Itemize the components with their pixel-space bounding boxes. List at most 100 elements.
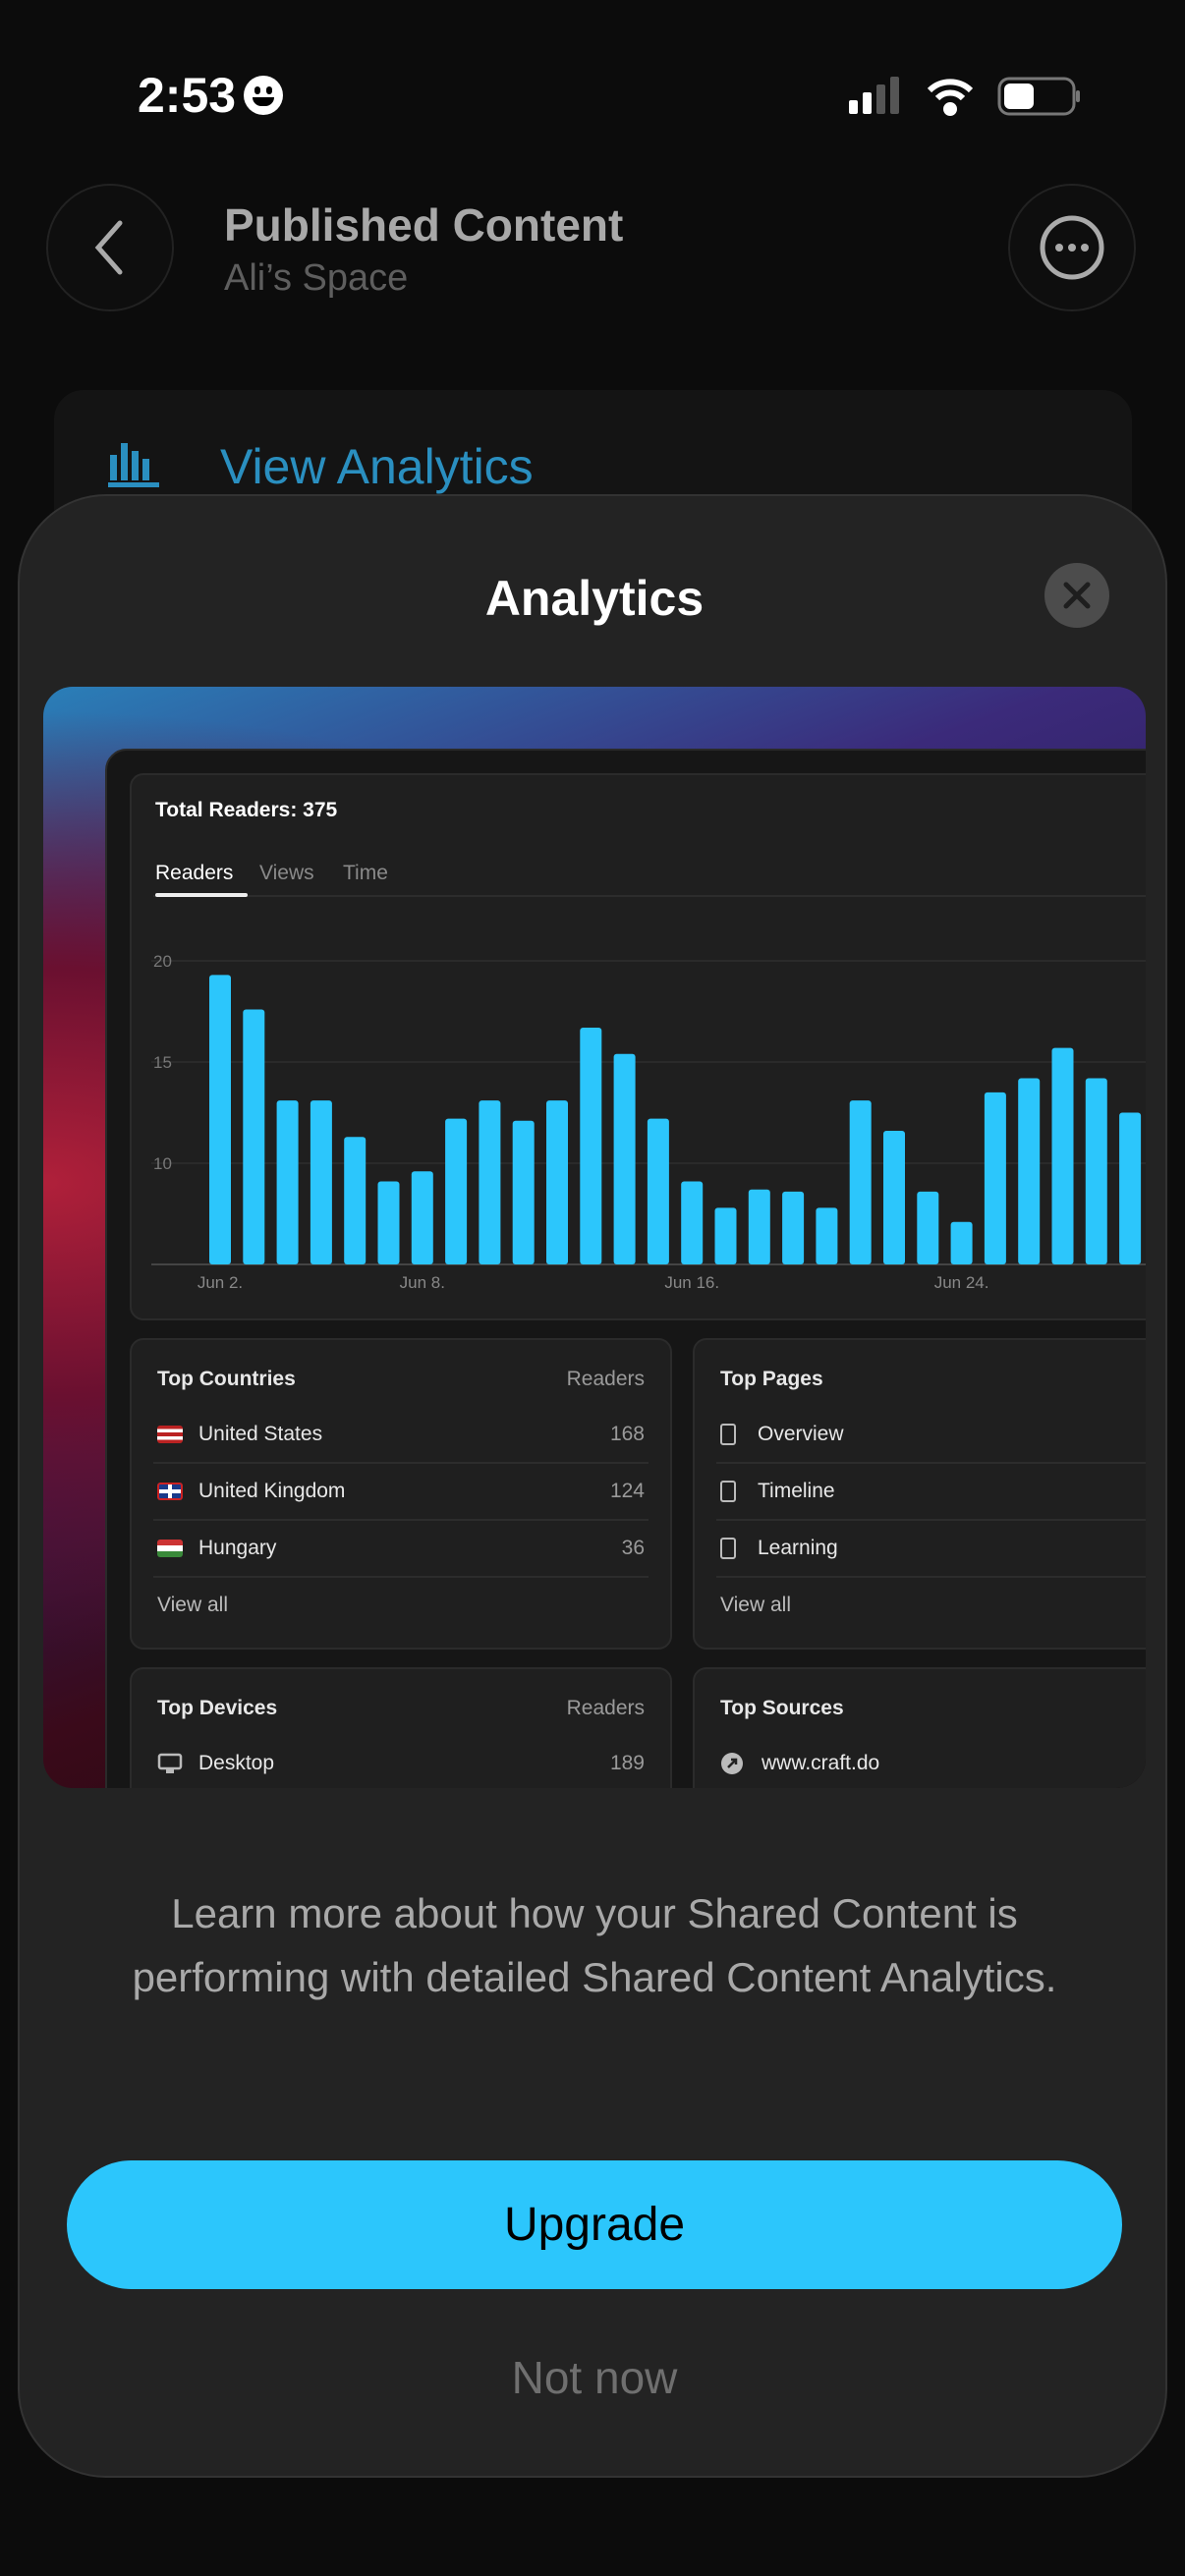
chart-card: Total Readers: 375 Readers Views Time 20… (130, 773, 1146, 1320)
wifi-icon (927, 79, 974, 116)
y-tick-label: 10 (153, 1154, 172, 1173)
top-countries-card: Top Countries Readers United States 168 Un… (130, 1338, 672, 1650)
page-name: Timeline (758, 1480, 835, 1502)
not-now-button[interactable]: Not now (511, 2352, 678, 2403)
page-row[interactable]: Timeline (720, 1480, 1146, 1503)
x-tick-label: Jun 16. (664, 1273, 719, 1292)
bar-jun-9 (445, 1118, 468, 1264)
close-button[interactable] (1044, 563, 1109, 628)
country-row[interactable]: United Kingdom 124 (157, 1480, 645, 1503)
column-header: Readers (566, 1697, 645, 1719)
close-x-icon (1063, 582, 1091, 609)
country-row[interactable]: United States 168 (157, 1423, 645, 1446)
uk-flag-icon (157, 1483, 183, 1500)
page-row[interactable]: Learning (720, 1537, 1146, 1560)
x-tick-label: Jun 8. (400, 1273, 445, 1292)
upgrade-button[interactable]: Upgrade (67, 2160, 1122, 2289)
y-tick-label: 20 (153, 952, 172, 971)
country-value: 124 (609, 1480, 645, 1502)
hu-flag-icon (157, 1540, 183, 1557)
device-name: Desktop (198, 1752, 275, 1774)
bar-jun-18 (748, 1189, 770, 1264)
bar-jun-29 (1119, 1112, 1142, 1264)
tab-views[interactable]: Views (259, 862, 314, 884)
card-title: Top Pages (720, 1368, 823, 1390)
tab-readers[interactable]: Readers (155, 862, 234, 884)
bar-jun-25 (984, 1092, 1006, 1264)
document-icon (720, 1481, 736, 1502)
tabs-divider (153, 895, 1146, 897)
sheet-title: Analytics (484, 571, 705, 626)
page-title: Published Content (224, 199, 624, 251)
source-row[interactable]: www.craft.do (720, 1752, 1146, 1775)
view-all-link[interactable]: View all (720, 1594, 791, 1616)
upgrade-description: Learn more about how your Shared Content… (132, 1890, 1057, 2000)
country-name: United Kingdom (198, 1480, 346, 1502)
bar-jun-8 (411, 1171, 433, 1264)
country-value: 36 (621, 1537, 645, 1559)
bar-jun-28 (1085, 1078, 1107, 1264)
bar-jun-20 (816, 1207, 838, 1264)
top-devices-card: Top Devices Readers Desktop 189 (130, 1667, 672, 1788)
active-tab-indicator (155, 893, 248, 897)
bar-jun-13 (580, 1027, 602, 1264)
readers-bar-chart: 20 15 10 Jun 2. Jun 8. Jun 16. Jun 24. (151, 952, 1146, 1292)
bar-jun-23 (917, 1191, 939, 1264)
column-header: Readers (566, 1368, 645, 1390)
page-subtitle: Ali’s Space (224, 257, 409, 299)
country-value: 168 (609, 1423, 645, 1445)
view-analytics-label[interactable]: View Analytics (220, 439, 534, 494)
y-tick-label: 15 (153, 1053, 172, 1072)
bar-jun-4 (276, 1100, 299, 1264)
source-name: www.craft.do (762, 1752, 880, 1774)
bar-jun-26 (1018, 1078, 1041, 1264)
page-row[interactable]: Overview (720, 1423, 1146, 1446)
country-name: Hungary (198, 1537, 277, 1559)
status-icons (849, 77, 1080, 116)
bar-jun-19 (782, 1191, 805, 1264)
bar-jun-2 (209, 975, 231, 1264)
status-time: 2:53 (138, 67, 284, 124)
tab-time[interactable]: Time (343, 862, 388, 884)
bar-chart-icon (108, 443, 159, 487)
cellular-signal-icon (849, 77, 899, 114)
bar-jun-11 (512, 1120, 535, 1264)
time-text: 2:53 (138, 68, 237, 123)
top-pages-card: Top Pages Overview Timeline Learning Vie… (693, 1338, 1146, 1650)
bar-jun-22 (883, 1131, 905, 1264)
back-button[interactable] (46, 184, 174, 311)
external-link-icon (721, 1753, 743, 1774)
more-button[interactable] (1008, 184, 1136, 311)
card-title: Top Sources (720, 1697, 844, 1719)
country-row[interactable]: Hungary 36 (157, 1537, 645, 1560)
analytics-preview-image: Total Readers: 375 Readers Views Time 20… (43, 687, 1146, 1788)
page-name: Overview (758, 1423, 844, 1445)
bar-jun-15 (647, 1118, 669, 1264)
view-all-link[interactable]: View all (157, 1594, 228, 1616)
top-sources-card: Top Sources www.craft.do (693, 1667, 1146, 1788)
smiley-emoji-icon (244, 76, 284, 115)
us-flag-icon (157, 1426, 183, 1443)
bar-jun-6 (344, 1137, 367, 1264)
bar-jun-17 (714, 1207, 737, 1264)
ellipsis-circle-icon (1040, 215, 1104, 280)
document-icon (720, 1538, 736, 1559)
bar-jun-12 (546, 1100, 568, 1264)
card-title: Top Countries (157, 1368, 296, 1390)
card-title: Top Devices (157, 1697, 278, 1719)
bar-jun-10 (479, 1100, 501, 1264)
x-tick-label: Jun 2. (198, 1273, 243, 1292)
desktop-icon (157, 1753, 183, 1773)
document-icon (720, 1424, 736, 1445)
bar-jun-3 (243, 1009, 265, 1264)
x-tick-label: Jun 24. (934, 1273, 989, 1292)
chevron-left-icon (94, 220, 123, 275)
bar-jun-27 (1051, 1047, 1074, 1264)
bar-jun-24 (950, 1221, 973, 1264)
device-row[interactable]: Desktop 189 (157, 1752, 645, 1775)
country-name: United States (198, 1423, 323, 1445)
total-readers: Total Readers: 375 (155, 799, 338, 821)
bar-jun-7 (377, 1181, 400, 1264)
bar-jun-14 (613, 1053, 636, 1264)
analytics-sheet: Analytics Total Readers: 375 Readers Vie… (18, 494, 1167, 2478)
